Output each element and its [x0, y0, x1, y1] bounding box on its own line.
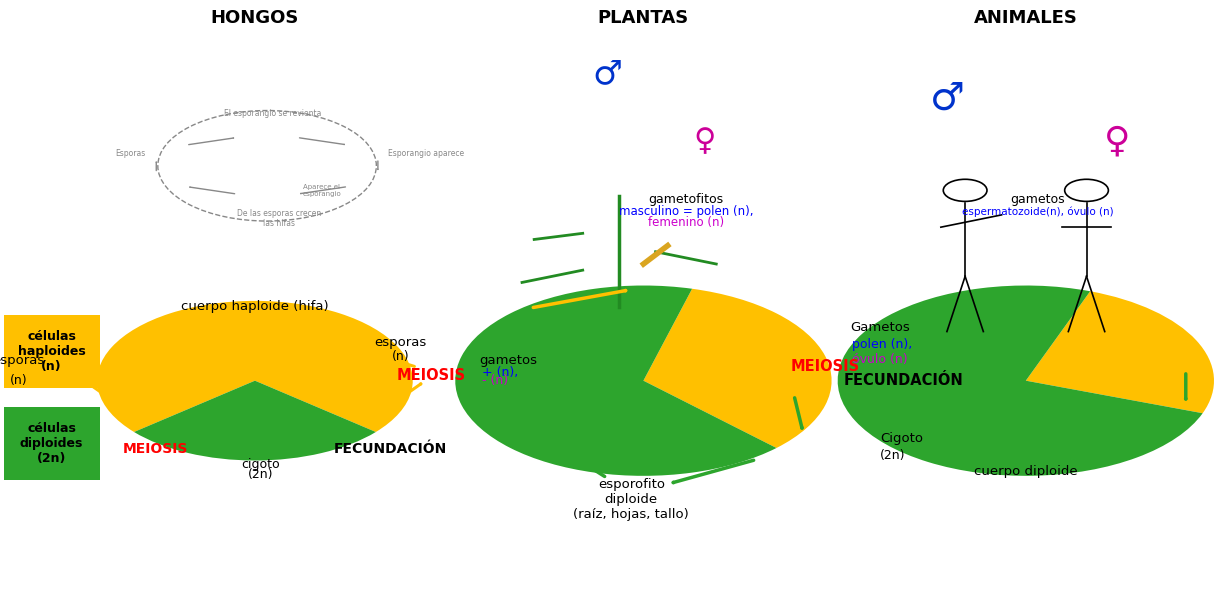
Wedge shape: [838, 286, 1203, 476]
Text: MEIOSIS: MEIOSIS: [397, 368, 465, 383]
Text: - (n): - (n): [482, 374, 509, 387]
Text: Aparece el
esporangio: Aparece el esporangio: [302, 184, 341, 197]
Wedge shape: [643, 289, 832, 448]
Text: esporas: esporas: [374, 336, 427, 349]
Wedge shape: [1026, 291, 1214, 413]
Text: Esporas: Esporas: [115, 149, 146, 158]
Text: FECUNDACIÓN: FECUNDACIÓN: [844, 373, 964, 388]
Text: espermatozoide(n), óvulo (n): espermatozoide(n), óvulo (n): [963, 206, 1113, 217]
Text: cuerpo haploide (hifa): cuerpo haploide (hifa): [181, 300, 329, 313]
Text: ♂: ♂: [930, 79, 964, 117]
Text: PLANTAS: PLANTAS: [597, 9, 690, 28]
Text: ♀: ♀: [693, 126, 715, 156]
Text: células
haploides
(n): células haploides (n): [18, 330, 85, 373]
FancyBboxPatch shape: [4, 315, 100, 388]
Text: cigoto: cigoto: [242, 457, 280, 470]
Text: polen (n),: polen (n),: [852, 338, 913, 351]
Text: Esporangio aparece: Esporangio aparece: [388, 149, 465, 158]
Text: (n): (n): [392, 350, 409, 363]
Text: ♂: ♂: [592, 57, 622, 90]
Wedge shape: [97, 301, 413, 432]
Text: (2n): (2n): [248, 468, 274, 481]
FancyBboxPatch shape: [4, 407, 100, 480]
Wedge shape: [134, 381, 376, 460]
Text: De las esporas crecen
las hifas: De las esporas crecen las hifas: [237, 209, 322, 228]
Text: esporas: esporas: [0, 354, 45, 367]
Text: ANIMALES: ANIMALES: [974, 9, 1078, 28]
Text: masculino = polen (n),: masculino = polen (n),: [619, 205, 753, 219]
Text: MEIOSIS: MEIOSIS: [123, 441, 188, 456]
Text: Cigoto: Cigoto: [880, 432, 923, 445]
Text: gametofitos: gametofitos: [648, 193, 724, 206]
Text: cuerpo diploide: cuerpo diploide: [974, 465, 1078, 478]
Text: óvulo (n): óvulo (n): [852, 352, 908, 365]
Text: HONGOS: HONGOS: [211, 9, 299, 28]
Text: FECUNDACIÓN: FECUNDACIÓN: [334, 441, 447, 456]
Text: El esporangio se revienta: El esporangio se revienta: [225, 109, 322, 118]
Text: (n): (n): [10, 374, 27, 387]
Wedge shape: [455, 286, 777, 476]
Text: (2n): (2n): [880, 449, 906, 462]
Text: ♀: ♀: [1104, 124, 1130, 158]
Text: femenino (n): femenino (n): [648, 216, 724, 230]
Text: MEIOSIS: MEIOSIS: [792, 359, 860, 374]
Text: + (n),: + (n),: [482, 366, 518, 379]
Text: gametos: gametos: [480, 354, 538, 367]
Text: células
diploides
(2n): células diploides (2n): [19, 422, 84, 465]
Text: Gametos: Gametos: [850, 321, 909, 334]
Text: gametos: gametos: [1011, 193, 1065, 206]
Text: esporofito
diploide
(raíz, hojas, tallo): esporofito diploide (raíz, hojas, tallo): [573, 478, 690, 521]
